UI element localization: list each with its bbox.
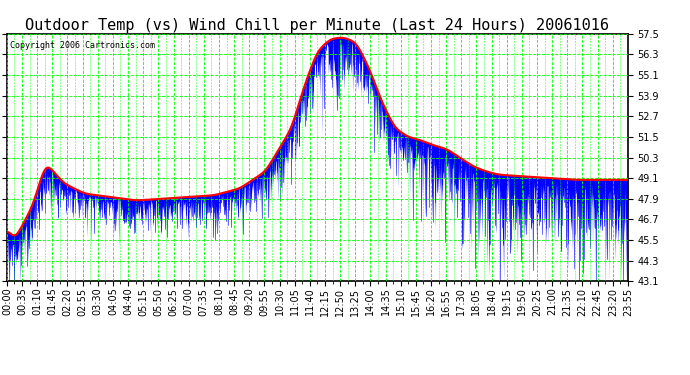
Text: Copyright 2006 Cartronics.com: Copyright 2006 Cartronics.com bbox=[10, 41, 155, 50]
Title: Outdoor Temp (vs) Wind Chill per Minute (Last 24 Hours) 20061016: Outdoor Temp (vs) Wind Chill per Minute … bbox=[26, 18, 609, 33]
